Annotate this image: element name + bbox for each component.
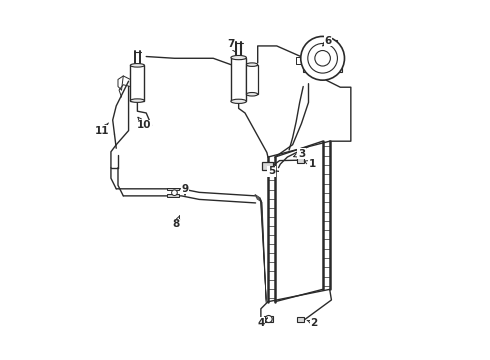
Text: 1: 1	[304, 159, 316, 169]
Text: 7: 7	[227, 39, 236, 52]
Bar	[265, 316, 273, 322]
Circle shape	[172, 190, 177, 195]
Ellipse shape	[246, 93, 258, 96]
Text: 4: 4	[257, 318, 268, 328]
Text: 11: 11	[95, 123, 109, 136]
Text: 5: 5	[268, 166, 278, 176]
Ellipse shape	[246, 63, 258, 66]
Bar	[246, 65, 258, 94]
Circle shape	[315, 50, 330, 66]
Text: 6: 6	[323, 36, 332, 46]
Bar	[303, 52, 342, 72]
Text: 3: 3	[294, 149, 305, 158]
Circle shape	[308, 44, 338, 73]
Text: 8: 8	[172, 216, 180, 229]
Text: 9: 9	[181, 184, 189, 195]
Bar	[130, 66, 145, 100]
Ellipse shape	[130, 99, 145, 102]
Bar	[262, 162, 272, 171]
Bar	[167, 188, 179, 190]
Ellipse shape	[231, 99, 246, 103]
Ellipse shape	[130, 64, 145, 67]
Bar	[309, 40, 337, 52]
Bar	[231, 58, 246, 101]
Text: 10: 10	[137, 117, 152, 130]
Bar	[297, 157, 304, 163]
Ellipse shape	[231, 55, 246, 60]
Text: 2: 2	[307, 318, 318, 328]
Bar	[297, 317, 304, 322]
Circle shape	[301, 36, 344, 80]
Bar	[167, 194, 179, 197]
Circle shape	[265, 315, 272, 323]
